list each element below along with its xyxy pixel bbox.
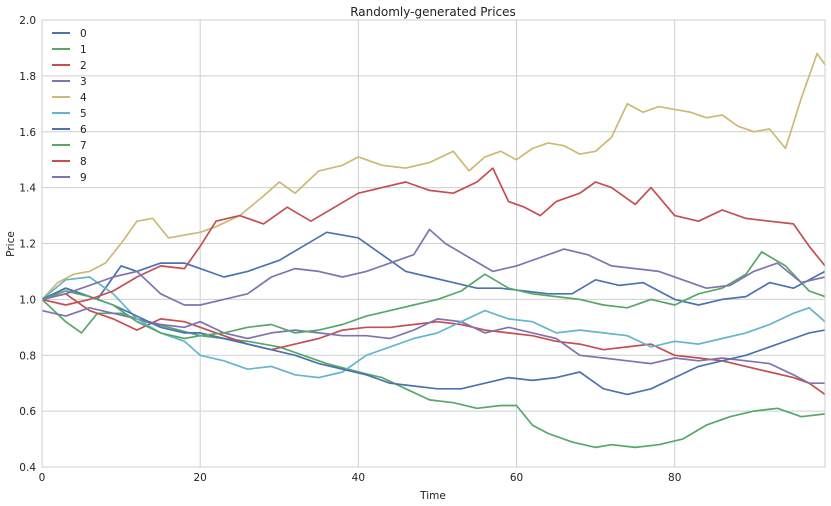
legend-label-1: 1: [80, 44, 87, 56]
x-tick-label: 20: [193, 472, 206, 484]
plot-border: [41, 19, 826, 468]
x-tick-label: 80: [668, 472, 681, 484]
x-tick-label: 40: [352, 472, 365, 484]
y-tick-label: 1.2: [19, 239, 36, 251]
chart-title: Randomly-generated Prices: [350, 5, 516, 19]
series-line-6: [41, 287, 826, 396]
legend-label-7: 7: [80, 140, 87, 152]
series-line-0: [41, 231, 826, 306]
series-line-8: [41, 167, 826, 306]
series-line-4: [41, 52, 826, 300]
x-tick-label: 60: [510, 472, 523, 484]
y-tick-label: 1.8: [19, 71, 36, 83]
y-tick-label: 1.0: [19, 294, 36, 306]
y-tick-label: 1.6: [19, 127, 36, 139]
y-tick-label: 0.8: [19, 350, 36, 362]
legend-label-4: 4: [80, 92, 87, 104]
legend-label-6: 6: [80, 124, 87, 136]
y-tick-label: 0.6: [19, 406, 36, 418]
y-tick-label: 0.4: [19, 462, 36, 474]
y-tick-label: 2.0: [19, 15, 36, 27]
series-line-1: [41, 298, 826, 449]
series-line-7: [41, 251, 826, 340]
series-line-2: [41, 292, 826, 396]
y-ticks: 0.4 0.6 0.8 1.0 1.2 1.4 1.6 1.8 2.0: [19, 15, 36, 474]
series-line-5: [41, 276, 826, 379]
legend-label-2: 2: [80, 60, 87, 72]
series-line-9: [41, 228, 826, 306]
series-layer: [41, 52, 826, 449]
legend-label-0: 0: [80, 28, 87, 40]
x-ticks: 0 20 40 60 80: [39, 472, 682, 484]
legend: 0 1 2 3 4 5 6 7 8 9: [52, 28, 87, 184]
y-tick-label: 1.4: [19, 183, 36, 195]
legend-label-5: 5: [80, 108, 87, 120]
legend-label-3: 3: [80, 76, 87, 88]
legend-label-8: 8: [80, 156, 87, 168]
series-line-3: [41, 306, 825, 385]
x-axis-label: Time: [419, 490, 446, 502]
legend-label-9: 9: [80, 172, 87, 184]
x-tick-label: 0: [39, 472, 46, 484]
y-axis-label: Price: [5, 231, 17, 257]
